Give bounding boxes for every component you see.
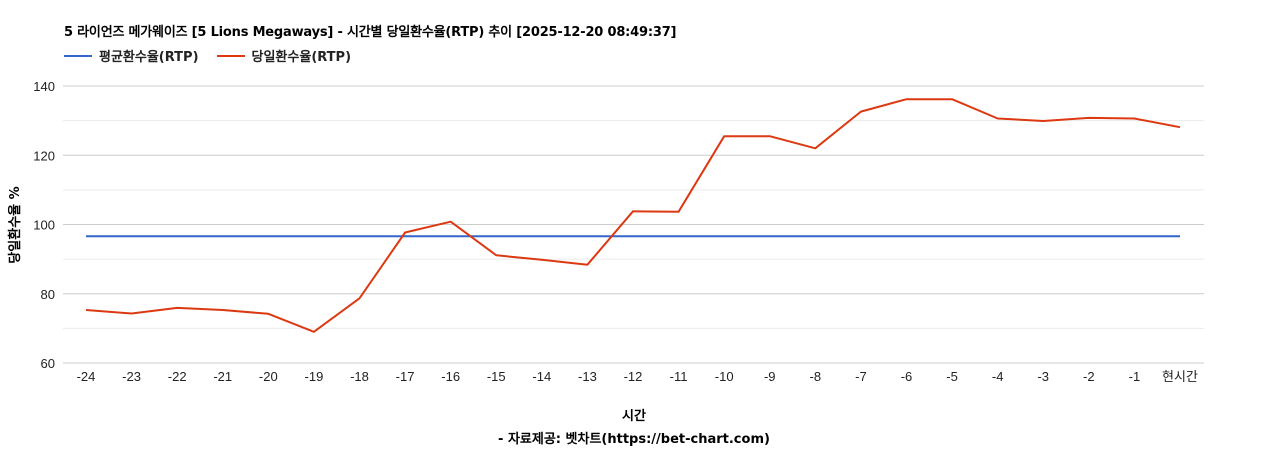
x-tick-label: -2 — [1083, 369, 1095, 384]
legend-label-daily-rtp: 당일환수율(RTP) — [251, 50, 352, 65]
legend-swatch-daily-rtp — [216, 54, 245, 57]
x-tick-label: -19 — [305, 369, 324, 384]
x-tick-label: -1 — [1129, 369, 1141, 384]
data-credit: - 자료제공: 벳차트(https://bet-chart.com) — [0, 428, 1268, 447]
x-tick-label: -9 — [764, 369, 776, 384]
x-tick-label: -4 — [992, 369, 1004, 384]
x-tick-label: 현시간 — [1162, 369, 1198, 384]
chart-title: 5 라이언즈 메가웨이즈 [5 Lions Megaways] - 시간별 당일… — [64, 25, 677, 40]
legend-swatch-average-rtp — [64, 54, 92, 57]
legend-label-average-rtp: 평균환수율(RTP) — [99, 50, 199, 65]
x-tick-label: -16 — [441, 369, 460, 384]
legend-item-average-rtp[interactable]: 평균환수율(RTP) — [64, 46, 199, 65]
data-credit-text: - 자료제공: 벳차트(https://bet-chart.com) — [498, 432, 770, 447]
y-axis-ticks: 60 80 100 120 140 — [33, 79, 55, 371]
x-tick-label: -3 — [1037, 369, 1049, 384]
x-tick-label: -22 — [168, 369, 187, 384]
x-tick-label: -17 — [396, 369, 415, 384]
x-tick-label: -11 — [670, 369, 688, 384]
x-axis-title-text: 시간 — [622, 409, 646, 424]
x-tick-label: -5 — [946, 369, 958, 384]
y-tick-label: 100 — [33, 218, 55, 233]
legend: 평균환수율(RTP) 당일환수율(RTP) — [64, 46, 369, 65]
x-tick-label: -12 — [624, 369, 643, 384]
y-tick-label: 60 — [41, 356, 55, 371]
y-axis-title: 당일환수율 % — [7, 186, 23, 263]
x-axis-ticks: -24 -23 -22 -21 -20 -19 -18 -17 -16 -15 -14 -13 -12 -… — [77, 369, 1198, 384]
x-tick-label: -21 — [213, 369, 232, 384]
x-axis-title: 시간 — [0, 405, 1268, 424]
x-tick-label: -24 — [77, 369, 96, 384]
legend-item-daily-rtp[interactable]: 당일환수율(RTP) — [216, 46, 352, 65]
x-tick-label: -18 — [350, 369, 369, 384]
x-tick-label: -6 — [901, 369, 913, 384]
y-tick-label: 140 — [33, 79, 55, 94]
x-tick-label: -13 — [578, 369, 597, 384]
x-tick-label: -7 — [855, 369, 867, 384]
series-lines — [85, 98, 1181, 333]
x-tick-label: -15 — [487, 369, 506, 384]
daily-rtp-line[interactable] — [85, 98, 1181, 333]
y-tick-label: 120 — [33, 148, 55, 163]
y-tick-label: 80 — [41, 287, 55, 302]
x-tick-label: -14 — [532, 369, 551, 384]
gridlines — [63, 85, 1204, 364]
x-tick-label: -8 — [810, 369, 822, 384]
x-tick-label: -23 — [122, 369, 141, 384]
x-tick-label: -20 — [259, 369, 278, 384]
x-tick-label: -10 — [715, 369, 734, 384]
